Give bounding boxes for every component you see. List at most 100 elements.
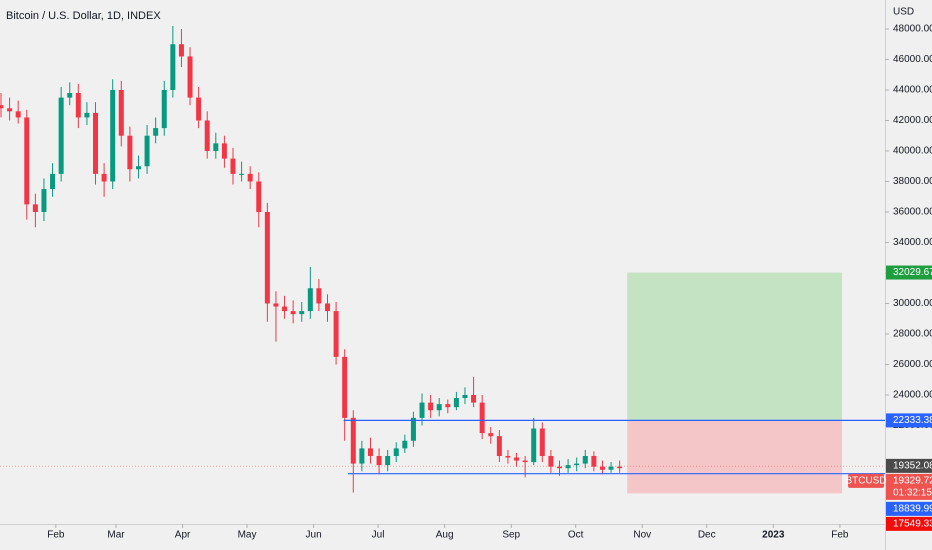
x-tick-label: Aug xyxy=(436,530,454,541)
candle-body xyxy=(178,44,184,57)
x-tick-label: Sep xyxy=(502,530,520,541)
profit-zone xyxy=(627,272,843,421)
candle-body xyxy=(333,311,339,357)
x-tick-label: May xyxy=(238,530,257,541)
candle-body xyxy=(591,455,597,467)
price-label: 19329.72 xyxy=(893,476,932,487)
y-tick-label: 42000.00 xyxy=(893,115,932,126)
candle-body xyxy=(599,466,605,470)
candle-body xyxy=(505,455,511,458)
candle-body xyxy=(7,108,13,112)
y-tick-label: 24000.00 xyxy=(893,390,932,401)
candle-body xyxy=(32,204,38,212)
candle-body xyxy=(471,394,477,403)
countdown: 01:32:15 xyxy=(893,488,932,499)
candle-body xyxy=(264,211,270,304)
candle-body xyxy=(58,97,64,174)
candle-body xyxy=(548,455,554,467)
candle-body xyxy=(539,428,545,456)
y-axis-label: USD xyxy=(893,7,914,18)
chart-title: Bitcoin / U.S. Dollar, 1D, INDEX xyxy=(6,10,161,22)
candle-body xyxy=(299,311,305,315)
candle-body xyxy=(410,417,416,441)
candle-body xyxy=(367,448,373,456)
y-tick-label: 38000.00 xyxy=(893,176,932,187)
price-label: 19352.08 xyxy=(893,461,932,472)
symbol-label-bg xyxy=(848,473,884,488)
candle-body xyxy=(488,433,494,437)
x-tick-label: Feb xyxy=(47,530,65,541)
candle-body xyxy=(574,463,580,466)
price-label: 32029.67 xyxy=(893,267,932,278)
candle-body xyxy=(556,466,562,469)
candle-body xyxy=(110,89,116,182)
candle-body xyxy=(419,402,425,418)
candle-body xyxy=(256,181,262,212)
candle-body xyxy=(402,440,408,449)
candle-body xyxy=(316,288,322,304)
candle-body xyxy=(144,135,150,167)
x-tick-label: Jun xyxy=(306,530,322,541)
y-tick-label: 30000.00 xyxy=(893,298,932,309)
price-label: 17549.33 xyxy=(893,519,932,530)
candle-body xyxy=(436,404,442,411)
candle-body xyxy=(531,428,537,463)
candle-body xyxy=(75,93,81,118)
x-tick-label: 2023 xyxy=(762,530,785,541)
candle-body xyxy=(290,311,296,315)
candle-body xyxy=(273,303,279,307)
candle-body xyxy=(15,111,21,118)
candle-body xyxy=(84,112,90,118)
price-label-bg xyxy=(886,516,932,531)
y-tick-label: 36000.00 xyxy=(893,207,932,218)
candle-body xyxy=(514,457,520,461)
y-tick-label: 46000.00 xyxy=(893,54,932,65)
candle-body xyxy=(127,135,133,170)
loss-zone xyxy=(627,420,843,494)
y-tick-label: 44000.00 xyxy=(893,85,932,96)
price-label-bg xyxy=(886,458,932,473)
candle-body xyxy=(41,189,47,212)
symbol-label: BTCUSD xyxy=(845,476,886,487)
candle-body xyxy=(24,117,30,205)
candle-body xyxy=(479,402,485,434)
x-tick-label: Apr xyxy=(175,530,191,541)
candle-body xyxy=(204,120,210,151)
candle-body xyxy=(376,455,382,466)
candle-body xyxy=(93,112,99,174)
candle-body xyxy=(307,288,313,312)
candle-body xyxy=(230,158,236,174)
price-label-bg xyxy=(886,413,932,428)
candle-body xyxy=(385,455,391,466)
y-tick-label: 26000.00 xyxy=(893,359,932,370)
candle-body xyxy=(50,173,56,190)
price-label: 18839.99 xyxy=(893,504,932,515)
candle-body xyxy=(350,417,356,464)
x-tick-label: Dec xyxy=(698,530,716,541)
candle-body xyxy=(221,143,227,159)
price-label-bg xyxy=(886,501,932,516)
candle-body xyxy=(118,89,124,136)
candle-body xyxy=(170,44,176,90)
candle-body xyxy=(196,97,202,121)
price-label: 22333.38 xyxy=(893,415,932,426)
candle-body xyxy=(617,466,623,469)
candle-body xyxy=(135,166,141,170)
candle-body xyxy=(496,436,502,456)
y-tick-label: 34000.00 xyxy=(893,237,932,248)
price-label-bg xyxy=(886,265,932,280)
candle-body xyxy=(582,455,588,464)
candle-body xyxy=(359,448,365,464)
candle-body xyxy=(522,460,528,463)
x-tick-label: Oct xyxy=(568,530,584,541)
candle-body xyxy=(161,89,167,129)
x-tick-label: Mar xyxy=(107,530,125,541)
candle-body xyxy=(342,356,348,418)
candle-body xyxy=(247,173,253,182)
x-tick-label: Jul xyxy=(372,530,385,541)
candle-body xyxy=(153,128,159,136)
candle-body xyxy=(0,105,4,109)
candle-body xyxy=(608,466,614,470)
